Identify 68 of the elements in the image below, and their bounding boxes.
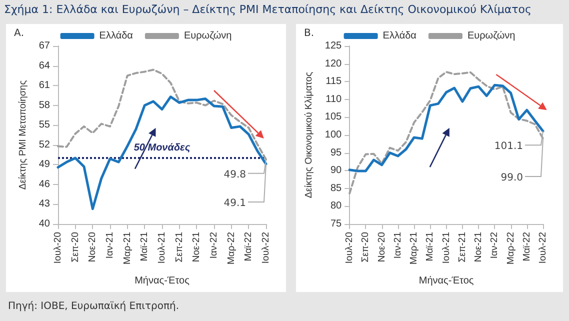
text: Πηγή: ΙΟΒΕ, Ευρωπαϊκή Επιτροπή.: [8, 301, 179, 312]
line-series: [57, 68, 267, 160]
x-tick-label: Σεπ-21: [174, 232, 185, 262]
x-tick-label: Ιαν-21: [104, 232, 116, 259]
y-tick-label: 75: [330, 218, 342, 230]
ref-line-label: 50 Μονάδες: [134, 142, 191, 154]
annotation: 49.8: [224, 169, 246, 180]
x-tick-label: Ιουλ-22: [538, 232, 548, 264]
legend-label: Ευρωζώνη: [467, 30, 516, 42]
x-tick-label: Μαϊ-21: [424, 232, 436, 262]
y-tick-label: 85: [330, 182, 342, 194]
x-tick-label: Νοε-20: [376, 232, 388, 262]
x-tick-label: Ιαν-22: [489, 232, 500, 259]
line-series: [56, 96, 268, 210]
legend-label: Ελλάδα: [382, 30, 417, 42]
y-tick-label: 125: [324, 40, 342, 52]
x-tick-label: Ιαν-22: [208, 232, 220, 259]
x-tick-label: Μαρ-21: [122, 232, 133, 265]
x-tick-label: Μαϊ-22: [521, 232, 532, 262]
x-tick-label: Μαρ-22: [505, 232, 516, 265]
y-tick-label: 120: [324, 58, 342, 70]
chart-subtitle: Α.: [14, 28, 24, 39]
annotation: 49.1: [224, 198, 246, 210]
x-tick-label: Νοε-20: [87, 232, 98, 262]
x-tick-label: Ιουλ-20: [344, 232, 356, 264]
y-tick-label: 58: [38, 100, 50, 111]
y-tick-label: 46: [38, 178, 50, 190]
y-tick-label: 67: [38, 40, 50, 52]
y-tick-label: 43: [38, 198, 50, 210]
x-tick-label: Ιουλ-20: [52, 232, 64, 264]
y-tick-label: 115: [326, 76, 342, 88]
x-tick-label: Νοε-21: [191, 232, 202, 262]
y-tick-label: 105: [324, 112, 342, 123]
x-axis-title: Μήνας-Έτος: [418, 276, 474, 286]
y-tick-label: 95: [330, 147, 342, 158]
line-series: [348, 84, 544, 172]
y-tick-label: 110: [326, 94, 342, 105]
legend-label: Ελλάδα: [99, 30, 134, 42]
x-tick-label: Μαϊ-21: [139, 232, 150, 262]
x-axis-title: Μήνας-Έτος: [134, 276, 190, 286]
x-tick-label: Μαρ-21: [408, 232, 420, 265]
y-tick-label: 55: [38, 120, 50, 131]
x-tick-label: Ιουλ-21: [156, 232, 168, 264]
y-tick-label: 90: [330, 165, 342, 176]
x-tick-label: Σεπ-20: [360, 232, 372, 262]
x-tick-label: Ιουλ-22: [260, 232, 272, 264]
y-axis-title: Δείκτης Οικονομικού Κλίματος: [304, 72, 314, 198]
y-tick-label: 80: [330, 200, 342, 212]
annotation: 99.0: [500, 172, 523, 184]
x-tick-label: Σεπ-20: [70, 232, 81, 262]
y-axis-title: Δείκτης PMI Μεταποίησης: [17, 80, 28, 190]
legend-label: Ευρωζώνη: [184, 30, 232, 42]
x-tick-label: Μαϊ-22: [243, 232, 254, 262]
y-tick-label: 40: [38, 218, 50, 230]
y-tick-label: 52: [38, 139, 50, 150]
x-tick-label: Μαρ-22: [226, 232, 237, 265]
y-tick-label: 100: [324, 130, 342, 140]
x-tick-label: Νοε-21: [473, 232, 484, 262]
x-tick-label: Ιαν-21: [392, 232, 404, 259]
y-tick-label: 49: [38, 159, 50, 170]
annotation: 101.1: [494, 141, 523, 152]
x-tick-label: Σεπ-21: [456, 232, 468, 262]
line-series: [348, 70, 544, 194]
chart-title: Σχήμα 1: Ελλάδα και Ευρωζώνη – Δείκτης PMI Μεταποίησης και Δείκτης Οικονομικού Κλίματος: [4, 3, 532, 16]
y-tick-label: 64: [38, 60, 50, 72]
x-tick-label: Ιουλ-21: [440, 232, 452, 264]
y-tick-label: 61: [38, 80, 50, 92]
chart-subtitle: Β.: [304, 28, 314, 39]
